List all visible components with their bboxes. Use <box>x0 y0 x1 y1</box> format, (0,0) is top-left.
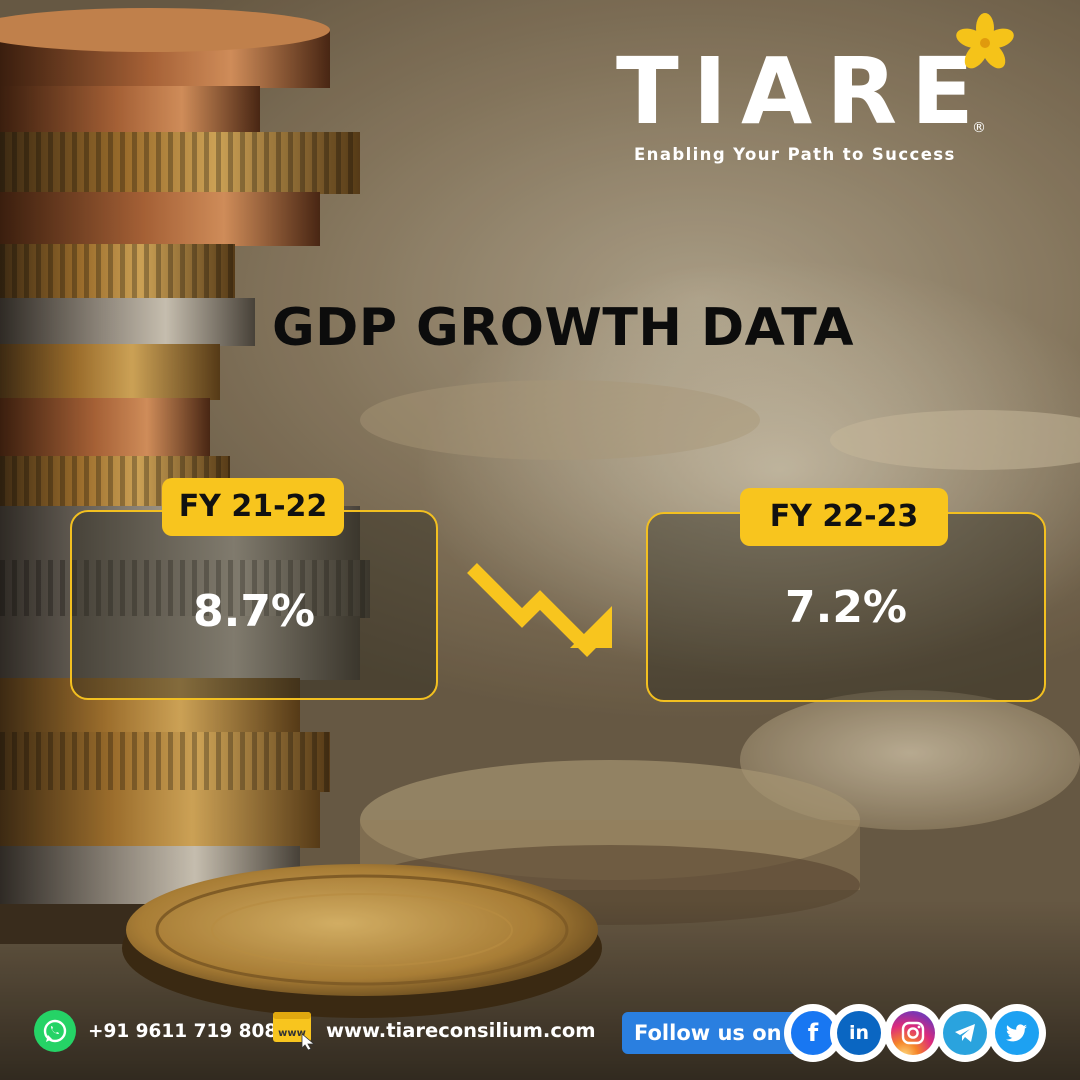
follow-us-label: Follow us on <box>622 1012 812 1054</box>
linkedin-icon: in <box>837 1011 881 1055</box>
whatsapp-icon <box>34 1010 76 1052</box>
instagram-icon <box>891 1011 935 1055</box>
growth-value: 8.7% <box>192 586 316 637</box>
facebook-icon: f <box>791 1011 835 1055</box>
contact-phone[interactable]: +91 9611 719 808 <box>34 1010 277 1052</box>
frangipani-flower-icon <box>956 13 1014 69</box>
telegram-icon <box>943 1011 987 1055</box>
instagram-link[interactable] <box>884 1004 942 1062</box>
down-trend-arrow-icon <box>467 563 612 657</box>
growth-value: 7.2% <box>784 582 908 633</box>
period-label: FY 21-22 <box>162 478 344 536</box>
twitter-icon <box>995 1011 1039 1055</box>
registered-mark: ® <box>972 120 986 136</box>
www-badge-text: www <box>278 1028 306 1039</box>
period-card-fy21-22: 8.7% <box>70 510 438 700</box>
brand-name: TIARE <box>616 38 988 145</box>
www-icon: www <box>273 1012 316 1050</box>
brand-tagline: Enabling Your Path to Success <box>634 145 956 164</box>
brand-logo: TIARE ® Enabling Your Path to Success <box>600 10 1040 180</box>
period-label: FY 22-23 <box>740 488 948 546</box>
website-url: www.tiareconsilium.com <box>326 1018 596 1042</box>
period-card-fy22-23: 7.2% <box>646 512 1046 702</box>
linkedin-link[interactable]: in <box>830 1004 888 1062</box>
telegram-link[interactable] <box>936 1004 994 1062</box>
twitter-link[interactable] <box>988 1004 1046 1062</box>
phone-number: +91 9611 719 808 <box>88 1020 278 1042</box>
page-title: GDP GROWTH DATA <box>272 298 854 358</box>
contact-website[interactable]: www www.tiareconsilium.com <box>272 1010 596 1050</box>
